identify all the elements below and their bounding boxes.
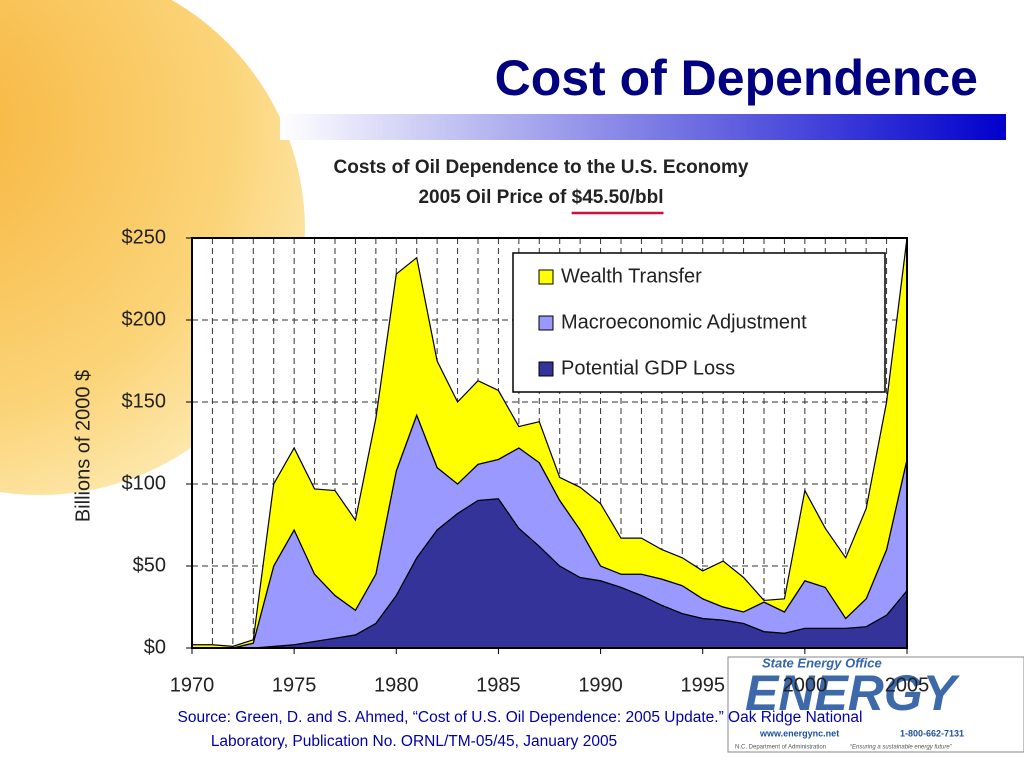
source-line: Source: Green, D. and S. Ahmed, “Cost of… — [178, 709, 863, 726]
x-tick-label: 2000 — [783, 674, 828, 696]
legend-label: Macroeconomic Adjustment — [561, 311, 807, 333]
title-bar — [280, 114, 1006, 140]
x-tick-label: 1980 — [374, 674, 419, 696]
legend: Wealth Transfer Macroeconomic Adjustment P… — [512, 252, 886, 393]
y-tick-label: $250 — [122, 226, 167, 248]
logo-box — [727, 656, 1024, 753]
logo-dept: N.C. Department of Administration — [735, 745, 826, 751]
x-tick-label: 1975 — [272, 674, 317, 696]
y-tick-label: $0 — [144, 636, 166, 658]
legend-swatch — [538, 361, 554, 377]
x-tick-label: 1985 — [476, 674, 521, 696]
plot-frame — [191, 237, 908, 649]
logo-phone: 1-800-662-7131 — [900, 728, 964, 738]
chart-title: Costs of Oil Dependence to the U.S. Econ… — [334, 157, 749, 178]
chart: Costs of Oil Dependence to the U.S. Econ… — [72, 157, 908, 658]
legend-label: Wealth Transfer — [561, 265, 702, 287]
slide-title: Cost of Dependence — [495, 50, 978, 106]
source-line: Laboratory, Publication No. ORNL/TM-05/4… — [211, 733, 617, 750]
legend-box — [512, 252, 886, 393]
legend-swatch — [538, 269, 554, 285]
y-tick-label: $150 — [122, 390, 167, 412]
chart-subtitle: 2005 Oil Price of $45.50/bbl — [418, 187, 663, 208]
y-tick-label: $100 — [122, 472, 167, 494]
x-tick-label: 1970 — [170, 674, 215, 696]
logo-web: www.energync.net — [759, 728, 839, 738]
logo: State Energy Office ENERGY www.energync.… — [727, 655, 1024, 753]
x-tick-label: 2005 — [885, 674, 930, 696]
legend-swatch — [538, 315, 554, 331]
x-tick-label: 1995 — [680, 674, 725, 696]
logo-motto: “Ensuring a sustainable energy future” — [850, 745, 953, 751]
logo-office: State Energy Office — [762, 655, 882, 670]
legend-label: Potential GDP Loss — [561, 357, 735, 379]
subtitle-highlight: $45.50/bbl — [572, 187, 664, 208]
subtitle-prefix: 2005 Oil Price of — [418, 187, 571, 208]
logo-word: ENERGY — [745, 665, 961, 721]
y-tick-label: $50 — [133, 554, 166, 576]
y-tick-label: $200 — [122, 308, 167, 330]
x-tick-label: 1990 — [578, 674, 623, 696]
y-axis-label: Billions of 2000 $ — [72, 370, 94, 522]
